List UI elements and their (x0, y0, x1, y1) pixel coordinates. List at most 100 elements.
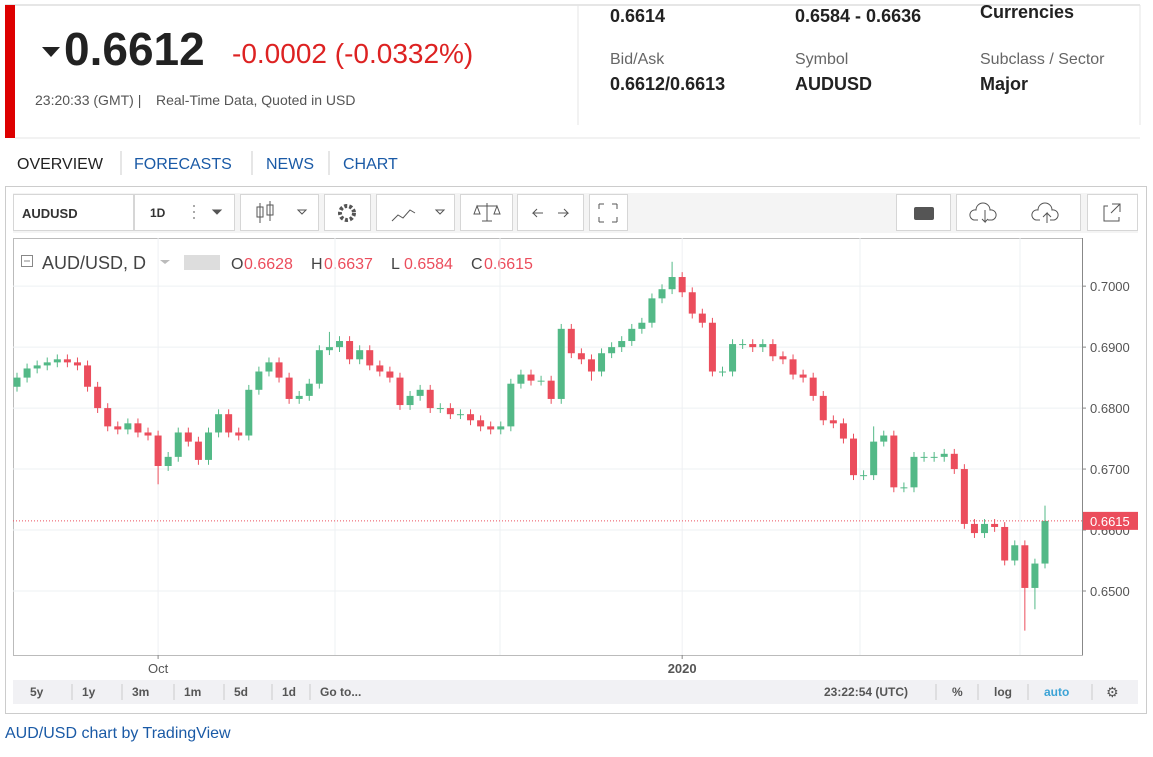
candle-body (63, 359, 71, 363)
clock: 23:22:54 (UTC) (824, 685, 908, 699)
tab[interactable]: NEWS (266, 156, 314, 173)
candle-body (356, 350, 364, 360)
range-button[interactable]: 3m (132, 685, 149, 699)
candle-body (336, 341, 344, 348)
candle-body (275, 362, 283, 378)
series-title: AUD/USD, D (42, 253, 146, 273)
candle-body (53, 359, 61, 363)
candle-body (406, 395, 414, 406)
candle-body (547, 380, 555, 399)
candle-body (315, 350, 323, 384)
price-change: -0.0002 (-0.0332%) (232, 38, 473, 69)
tab[interactable]: FORECASTS (134, 156, 232, 173)
chart-style-button[interactable] (240, 194, 319, 231)
candle-body (668, 277, 676, 290)
candle-body (305, 383, 313, 396)
last-price-label: 0.6615 (1090, 514, 1130, 529)
option-button[interactable]: % (952, 685, 963, 699)
candle-body (396, 377, 404, 406)
range-button[interactable]: 5d (234, 685, 248, 699)
candle-body (174, 432, 182, 457)
candle-body (84, 365, 92, 387)
range-button[interactable]: 1d (282, 685, 296, 699)
collapse-icon[interactable] (21, 255, 33, 267)
range-button[interactable]: 1y (82, 685, 96, 699)
fullscreen-icon (598, 203, 618, 223)
option-button[interactable]: log (994, 685, 1012, 699)
candle-body (608, 347, 616, 354)
indicators-button[interactable] (376, 194, 455, 231)
range-bar (13, 680, 1138, 704)
indicator-icon (391, 209, 446, 222)
undo-icon (531, 208, 570, 218)
candle-icon (256, 201, 308, 223)
range-button[interactable]: 5y (30, 685, 44, 699)
candle-body (910, 456, 918, 488)
fullscreen-button[interactable] (589, 194, 628, 231)
candle-body (33, 365, 41, 369)
candle-body (43, 362, 51, 366)
candle-body (950, 453, 958, 470)
popout-icon (1103, 203, 1121, 222)
field-value: AUDUSD (795, 74, 872, 94)
option-button[interactable]: auto (1044, 685, 1069, 699)
candle-body (386, 371, 394, 378)
candle-body (920, 456, 928, 458)
candle-body (23, 368, 31, 378)
interval: 1D (150, 206, 166, 220)
symbol-input[interactable] (13, 194, 134, 231)
candle-body (416, 389, 424, 396)
range-button[interactable]: 1m (184, 685, 201, 699)
candle-body (376, 365, 384, 372)
settings-icon[interactable]: ⚙ (1106, 684, 1119, 700)
candle-body (850, 438, 858, 476)
candle-body (477, 420, 485, 427)
symbol: AUDUSD (22, 206, 78, 221)
candle-body (1001, 526, 1009, 561)
y-tick-label: 0.6700 (1090, 462, 1130, 477)
candle-body (749, 344, 757, 348)
tab[interactable]: OVERVIEW (17, 156, 104, 173)
candle-body (104, 408, 112, 427)
candle-body (718, 371, 726, 373)
candle-body (204, 432, 212, 460)
candle-body (154, 435, 162, 467)
timestamp: 23:20:33 (GMT) | (35, 92, 141, 108)
candle-body (991, 523, 999, 527)
cloud-buttons[interactable] (956, 194, 1081, 231)
legend-label: O (231, 256, 243, 273)
undo-redo[interactable] (517, 194, 584, 231)
candle-body (164, 456, 172, 467)
candle-body (618, 341, 626, 348)
candle-body (890, 435, 898, 488)
popout-button[interactable] (1087, 194, 1138, 231)
legend-label: H (311, 256, 323, 273)
y-tick-label: 0.6500 (1090, 584, 1130, 599)
field-value: 0.6612/0.6613 (610, 74, 725, 94)
candle-body (960, 469, 968, 524)
cloud-icons (969, 202, 1059, 224)
attribution-link[interactable]: AUD/USD chart by TradingView (5, 725, 231, 742)
plot-area (13, 238, 1083, 656)
candle-body (1041, 520, 1049, 564)
down-arrow (42, 47, 60, 57)
candle-body (114, 426, 122, 430)
candle-body (729, 344, 737, 372)
candle-body (739, 344, 747, 346)
range-button[interactable]: Go to... (320, 685, 361, 699)
candle-body (769, 344, 777, 357)
candle-body (426, 389, 434, 409)
candle-body (698, 313, 706, 323)
settings-button[interactable] (324, 194, 371, 231)
candle-body (446, 408, 454, 415)
candle-body (124, 423, 132, 430)
legend-value: 0.6615 (484, 256, 533, 273)
candle-body (557, 328, 565, 399)
tab[interactable]: CHART (343, 156, 398, 173)
candle-body (527, 374, 535, 381)
legend-value: 0.6584 (404, 256, 453, 273)
candle-body (346, 341, 354, 360)
candle-body (688, 292, 696, 314)
candle-body (587, 359, 595, 372)
